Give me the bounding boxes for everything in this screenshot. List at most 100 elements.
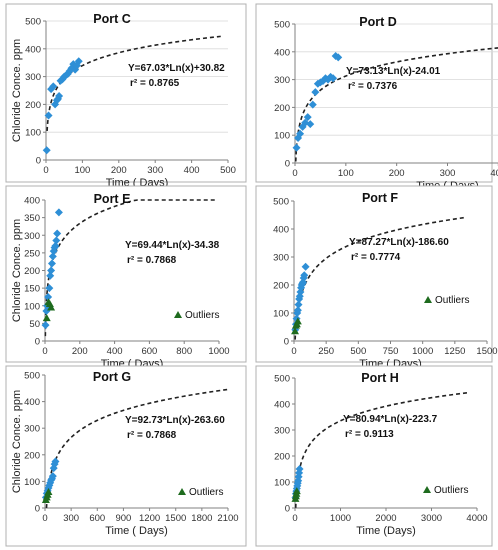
panel-title: Port G — [93, 370, 131, 384]
outlier-point — [292, 487, 301, 495]
panel-port-h: 0 100 200 300 400 500 0 1000 2000 3000 4000 Time (D… — [255, 365, 493, 547]
x-tick-label: 0 — [43, 165, 48, 176]
x-tick-label: 250 — [318, 346, 334, 357]
data-point — [329, 74, 338, 83]
y-tick-label: 0 — [285, 159, 290, 170]
data-point — [51, 241, 60, 250]
panel-port-d: 01002003004005000100200300400500600Time … — [255, 3, 498, 192]
x-axis-title: Time ( Days) — [105, 525, 168, 537]
outlier-point — [44, 488, 53, 496]
outlier-point — [293, 317, 302, 325]
data-point — [44, 111, 53, 120]
x-tick-label: 0 — [292, 168, 297, 179]
r-squared: r² = 0.7774 — [351, 252, 401, 263]
panel-title: Port E — [94, 192, 131, 206]
fit-equation: Y=69.44*Ln(x)-34.38 — [125, 240, 220, 251]
data-point — [292, 143, 301, 152]
legend-outlier-marker — [424, 296, 432, 303]
y-tick-label: 500 — [273, 197, 289, 208]
y-tick-label: 200 — [24, 450, 40, 461]
y-axis-title: Chloride Conce. ppm — [11, 390, 23, 493]
legend-outlier-marker — [178, 488, 186, 495]
data-point — [54, 208, 63, 217]
data-point — [45, 284, 54, 293]
data-point — [301, 262, 310, 271]
x-tick-label: 400 — [490, 168, 498, 179]
y-tick-label: 400 — [25, 44, 41, 55]
y-tick-label: 100 — [274, 131, 290, 142]
panel-frame — [5, 3, 247, 183]
panel-frame — [255, 185, 493, 363]
outlier-point — [47, 303, 56, 311]
data-point — [49, 82, 58, 91]
r-squared: r² = 0.7376 — [348, 81, 398, 92]
y-tick-label: 100 — [24, 477, 40, 488]
y-tick-label: 350 — [24, 213, 40, 224]
data-point — [303, 113, 312, 122]
x-tick-label: 0 — [292, 513, 297, 524]
r-squared: r² = 0.7868 — [127, 430, 177, 441]
x-tick-label: 300 — [440, 168, 456, 179]
x-tick-label: 500 — [220, 165, 236, 176]
y-tick-label: 400 — [24, 196, 40, 207]
data-point — [46, 271, 55, 280]
y-tick-label: 200 — [273, 281, 289, 292]
fit-curve — [294, 216, 467, 340]
x-tick-label: 0 — [291, 346, 296, 357]
data-point — [300, 271, 309, 280]
y-tick-label: 300 — [25, 72, 41, 83]
x-tick-label: 1200 — [139, 513, 160, 524]
fit-curve — [294, 47, 498, 162]
y-tick-label: 100 — [25, 128, 41, 139]
legend-label: Outliers — [189, 487, 223, 498]
data-point — [47, 266, 56, 275]
data-point — [296, 129, 305, 138]
x-tick-label: 200 — [111, 165, 127, 176]
fit-equation: Y=87.27*Ln(x)-186.60 — [349, 237, 449, 248]
x-tick-label: 900 — [115, 513, 131, 524]
x-tick-label: 100 — [338, 168, 354, 179]
x-tick-label: 200 — [389, 168, 405, 179]
y-tick-label: 300 — [274, 75, 290, 86]
legend-outlier-marker — [423, 486, 431, 493]
x-tick-label: 100 — [74, 165, 90, 176]
y-tick-label: 100 — [274, 478, 290, 489]
y-tick-label: 0 — [36, 156, 41, 167]
data-point — [72, 61, 81, 70]
fit-equation: Y=92.73*Ln(x)-263.60 — [125, 415, 225, 426]
x-tick-label: 300 — [147, 165, 163, 176]
y-tick-label: 500 — [24, 371, 40, 382]
x-tick-label: 1250 — [444, 346, 465, 357]
data-point — [52, 236, 61, 245]
y-tick-label: 0 — [285, 504, 290, 515]
y-tick-label: 300 — [24, 424, 40, 435]
x-tick-label: 600 — [141, 346, 157, 357]
panel-title: Port F — [362, 191, 398, 205]
y-tick-label: 200 — [274, 103, 290, 114]
y-tick-label: 0 — [35, 504, 40, 515]
data-point — [42, 146, 51, 155]
data-point — [51, 457, 60, 466]
y-tick-label: 0 — [284, 337, 289, 348]
data-point — [44, 292, 53, 301]
data-point — [293, 306, 302, 315]
data-point — [48, 252, 57, 261]
x-tick-label: 0 — [42, 346, 47, 357]
y-tick-label: 100 — [273, 309, 289, 320]
y-tick-label: 200 — [274, 452, 290, 463]
panel-title: Port D — [359, 15, 397, 29]
y-tick-label: 150 — [24, 284, 40, 295]
y-tick-label: 400 — [24, 397, 40, 408]
x-tick-label: 1800 — [191, 513, 212, 524]
x-tick-label: 300 — [63, 513, 79, 524]
x-tick-label: 1000 — [330, 513, 351, 524]
fit-curve — [294, 391, 468, 508]
fit-equation: Y=67.03*Ln(x)+30.82 — [128, 63, 225, 74]
data-point — [311, 88, 320, 97]
legend-label: Outliers — [434, 485, 468, 496]
y-tick-label: 400 — [273, 225, 289, 236]
panel-frame — [5, 365, 247, 547]
data-point — [308, 100, 317, 109]
